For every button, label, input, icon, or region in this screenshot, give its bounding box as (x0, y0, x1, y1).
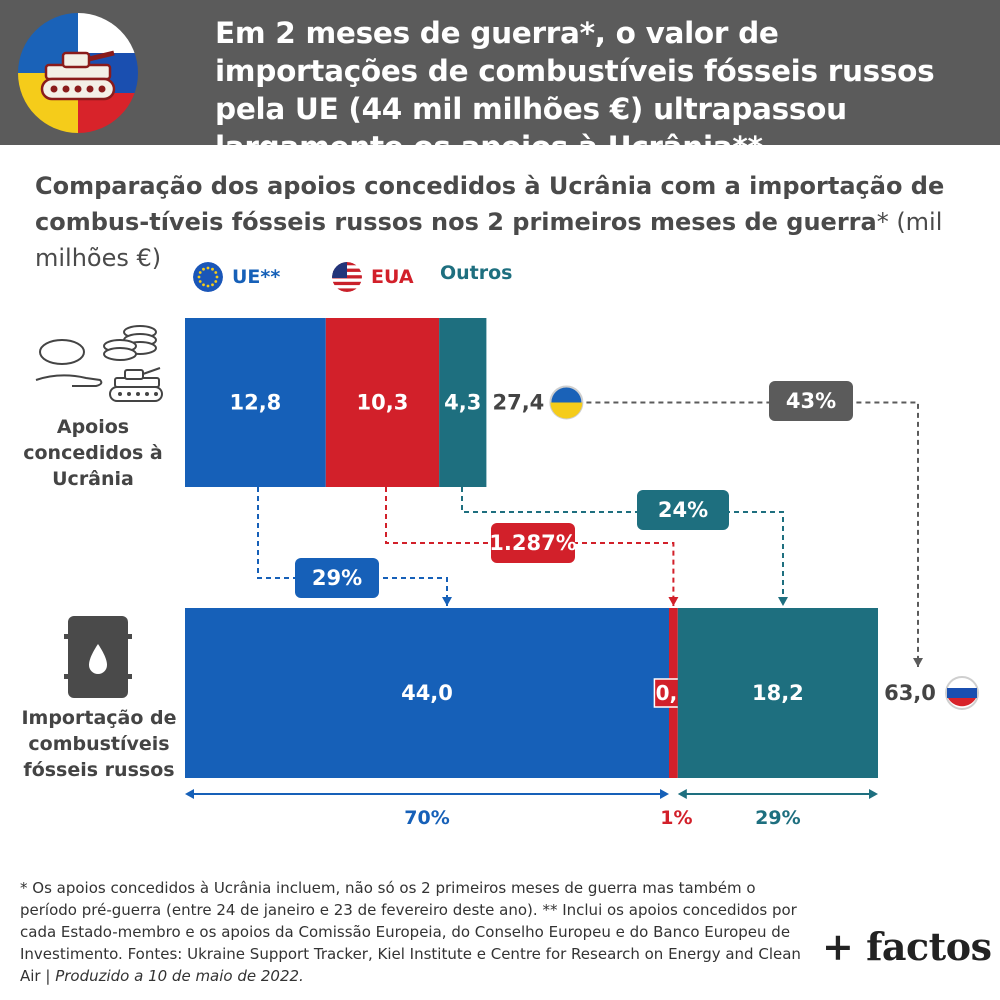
russia-flag-red (948, 698, 976, 707)
data-label: 18,2 (752, 681, 804, 705)
legend-label-eu: UE** (232, 266, 281, 288)
eu-flag-icon (193, 262, 223, 292)
legend-item-us: EUA (332, 262, 414, 292)
share-arrowhead-right (869, 789, 878, 799)
ratio-arrow-eu-arrowhead (442, 597, 452, 606)
data-label: 10,3 (357, 391, 409, 415)
subtitle-unit: * (mil milhões €) (35, 208, 943, 272)
ratio-badge-others: 24% (658, 498, 708, 522)
footnote: * Os apoios concedidos à Ucrânia incluem… (20, 877, 810, 987)
chart-subtitle: Comparação dos apoios concedidos à Ucrân… (35, 168, 985, 276)
ratio-badge-others-bg (637, 490, 729, 530)
ratio-badge-eu-bg (295, 558, 379, 598)
data-label: 12,8 (229, 391, 281, 415)
footnote-date: Produzido a 10 de maio de 2022. (55, 967, 304, 985)
legend-label-us: EUA (371, 266, 414, 288)
bar-segment (677, 608, 878, 778)
bar-segment (325, 318, 440, 487)
share-label: 1% (660, 807, 692, 829)
data-label: 44,0 (401, 681, 453, 705)
label-fossil-imports: Importação de combustíveis fósseis russo… (21, 707, 177, 781)
russia-flag-blue (947, 688, 977, 698)
ratio-badge-total: 43% (786, 389, 836, 413)
ratio-badge-us-bg (491, 523, 575, 563)
legend-label-others: Outros (440, 262, 513, 284)
ukraine-russia-tank-icon (18, 13, 138, 133)
footnote-text: * Os apoios concedidos à Ucrânia incluem… (20, 879, 801, 985)
us-flag-icon (332, 262, 362, 292)
label-aid-ukraine: Apoios concedidos à Ucrânia (23, 416, 163, 490)
ratio-arrow-others-arrowhead (778, 597, 788, 606)
share-arrowhead-left (677, 789, 687, 799)
header-banner: Em 2 meses de guerra*, o valor de import… (0, 0, 1000, 164)
ratio-arrow-total (586, 401, 919, 667)
headline: Em 2 meses de guerra*, o valor de import… (215, 16, 935, 164)
share-arrowhead-right (660, 789, 669, 799)
bar-segment (185, 608, 669, 778)
total-label: 63,0 (884, 681, 936, 705)
ratio-arrow-others (461, 487, 784, 606)
share-label: 70% (404, 807, 449, 829)
oil-barrel-icon (64, 616, 132, 698)
ratio-arrow-eu (257, 487, 448, 606)
share-arrowhead-left (185, 789, 194, 799)
legend-item-others: Outros (440, 262, 513, 284)
ratio-badge-eu: 29% (312, 566, 362, 590)
legend-item-eu: UE** (193, 262, 280, 292)
ukraine-flag-yellow (550, 402, 583, 419)
subtitle-bold: Comparação dos apoios concedidos à Ucrân… (35, 172, 945, 236)
total-label: 27,4 (492, 391, 544, 415)
brand-logo: + factos (822, 924, 992, 969)
ratio-badge-total-bg (769, 381, 853, 421)
aid-icon (35, 325, 163, 402)
ratio-arrow-us-arrowhead (668, 597, 679, 606)
chart: 12,8 10,3 4,344,0 0,8 18,227,463,029%1.287%2… (185, 318, 979, 829)
ratio-badge-us: 1.287% (489, 531, 576, 555)
ratio-arrow-total-arrowhead (913, 658, 923, 667)
data-label: 4,3 (444, 391, 481, 415)
bar-segment (185, 318, 326, 487)
share-label: 29% (755, 807, 800, 829)
bar-segment (439, 318, 487, 487)
